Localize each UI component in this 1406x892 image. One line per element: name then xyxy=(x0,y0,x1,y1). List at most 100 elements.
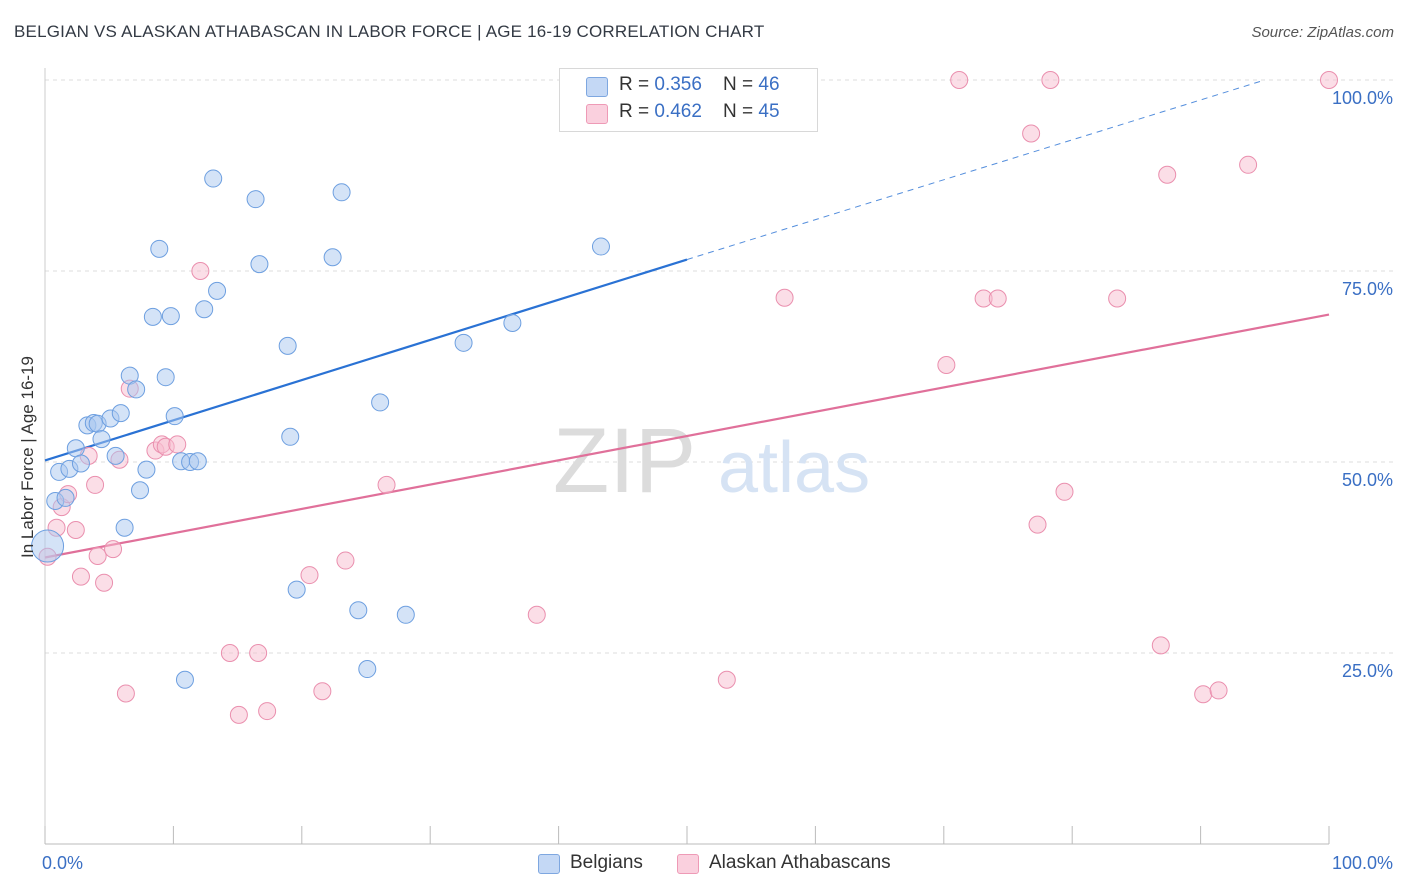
point-alaskan-20 xyxy=(229,705,248,724)
point-belgians-44 xyxy=(591,237,610,256)
point-belgians-10 xyxy=(92,430,111,449)
trend-line-alaskan xyxy=(44,313,1330,559)
point-belgians-17 xyxy=(131,481,150,500)
point-belgians-22 xyxy=(161,307,180,326)
point-alaskan-25 xyxy=(336,551,355,570)
point-belgians-40 xyxy=(371,393,390,412)
y-tick-labels: 25.0% 50.0% 75.0% 100.0% xyxy=(1332,88,1393,681)
point-alaskan-7 xyxy=(86,475,105,494)
point-alaskan-26 xyxy=(377,475,396,494)
trend-line-belgians-extension xyxy=(686,79,1265,261)
point-belgians-34 xyxy=(281,427,300,446)
series-name-alaskan: Alaskan Athabascans xyxy=(709,852,891,873)
point-belgians-38 xyxy=(349,601,368,620)
y-axis-title: In Labor Force | Age 16-19 xyxy=(18,356,37,558)
point-alaskan-43 xyxy=(1239,155,1258,174)
point-belgians-18 xyxy=(137,460,156,479)
point-alaskan-34 xyxy=(1022,124,1041,143)
point-belgians-36 xyxy=(323,248,342,267)
legend-swatch-belgians xyxy=(586,77,608,97)
source-label: Source: ZipAtlas.com xyxy=(1251,24,1394,41)
point-alaskan-29 xyxy=(775,288,794,307)
point-belgians-43 xyxy=(503,313,522,332)
point-alaskan-30 xyxy=(937,355,956,374)
point-alaskan-33 xyxy=(988,289,1007,308)
point-alaskan-23 xyxy=(300,566,319,585)
trend-line-belgians xyxy=(44,258,688,462)
legend-n-label: N = xyxy=(723,74,759,95)
gridlines xyxy=(45,79,1395,654)
point-belgians-32 xyxy=(250,255,269,274)
point-alaskan-10 xyxy=(104,540,123,559)
y-tick-label-100: 100.0% xyxy=(1332,88,1393,108)
point-belgians-41 xyxy=(396,605,415,624)
point-alaskan-8 xyxy=(88,546,107,565)
point-belgians-29 xyxy=(204,169,223,188)
legend-r-label: R = xyxy=(619,101,655,122)
point-belgians-20 xyxy=(150,239,169,258)
point-belgians-42 xyxy=(454,333,473,352)
point-alaskan-9 xyxy=(95,573,114,592)
y-tick-label-50: 50.0% xyxy=(1342,470,1393,490)
point-belgians-6 xyxy=(71,454,90,473)
x-tick-label-max: 100.0% xyxy=(1332,853,1393,873)
point-belgians-3 xyxy=(56,488,75,507)
point-alaskan-37 xyxy=(1055,482,1074,501)
point-alaskan-39 xyxy=(1151,636,1170,655)
point-alaskan-38 xyxy=(1108,289,1127,308)
series-name-belgians: Belgians xyxy=(570,852,643,873)
point-belgians-31 xyxy=(246,190,265,209)
point-alaskan-17 xyxy=(168,435,187,454)
series-legend: Belgians Alaskan Athabascans xyxy=(0,852,1406,878)
point-alaskan-21 xyxy=(249,644,268,662)
axes xyxy=(44,68,1330,845)
point-belgians-39 xyxy=(358,660,377,679)
point-alaskan-4 xyxy=(66,520,85,539)
legend-swatch-alaskan xyxy=(586,104,608,124)
point-alaskan-35 xyxy=(1028,515,1047,534)
point-alaskan-36 xyxy=(1041,71,1060,89)
legend-r-value-belgians: 0.356 xyxy=(654,74,702,95)
point-belgians-16 xyxy=(127,380,146,399)
watermark: ZIP atlas xyxy=(553,410,870,512)
series-swatch-alaskan xyxy=(677,854,699,874)
point-belgians-23 xyxy=(165,407,184,426)
point-belgians-35 xyxy=(287,580,306,599)
point-alaskan-41 xyxy=(1194,685,1213,704)
legend-n-value-belgians: 46 xyxy=(758,74,780,95)
point-belgians-37 xyxy=(332,183,351,202)
trend-lines xyxy=(44,79,1330,559)
point-belgians-5 xyxy=(66,439,85,458)
point-alaskan-5 xyxy=(71,567,90,586)
point-alaskan-12 xyxy=(116,684,135,703)
chart-title: BELGIAN VS ALASKAN ATHABASCAN IN LABOR F… xyxy=(14,22,765,41)
point-belgians-30 xyxy=(208,281,227,300)
x-tick-label-min: 0.0% xyxy=(42,853,83,873)
point-alaskan-19 xyxy=(220,644,239,662)
series-swatch-belgians xyxy=(538,854,560,874)
point-belgians-12 xyxy=(106,446,125,465)
point-alaskan-27 xyxy=(527,605,546,624)
point-belgians-33 xyxy=(278,336,297,355)
y-tick-label-25: 25.0% xyxy=(1342,661,1393,681)
point-belgians-21 xyxy=(156,368,175,387)
data-points xyxy=(31,71,1338,724)
point-belgians-28 xyxy=(195,300,214,319)
legend-n-label: N = xyxy=(723,101,759,122)
point-belgians-13 xyxy=(111,404,130,423)
point-alaskan-18 xyxy=(191,262,210,280)
point-belgians-14 xyxy=(115,518,134,537)
point-alaskan-24 xyxy=(313,682,332,701)
legend-n-value-alaskan: 45 xyxy=(758,101,780,122)
point-alaskan-44 xyxy=(1320,71,1338,89)
point-alaskan-31 xyxy=(950,71,969,89)
point-belgians-25 xyxy=(175,670,194,689)
point-belgians-27 xyxy=(188,452,207,471)
point-alaskan-22 xyxy=(258,702,277,721)
watermark-zip: ZIP xyxy=(553,410,696,512)
point-alaskan-40 xyxy=(1158,165,1177,184)
correlation-legend: R = 0.356 N = 46 R = 0.462 N = 45 xyxy=(559,68,818,132)
watermark-atlas: atlas xyxy=(718,428,870,508)
point-belgians-0 xyxy=(31,529,65,563)
